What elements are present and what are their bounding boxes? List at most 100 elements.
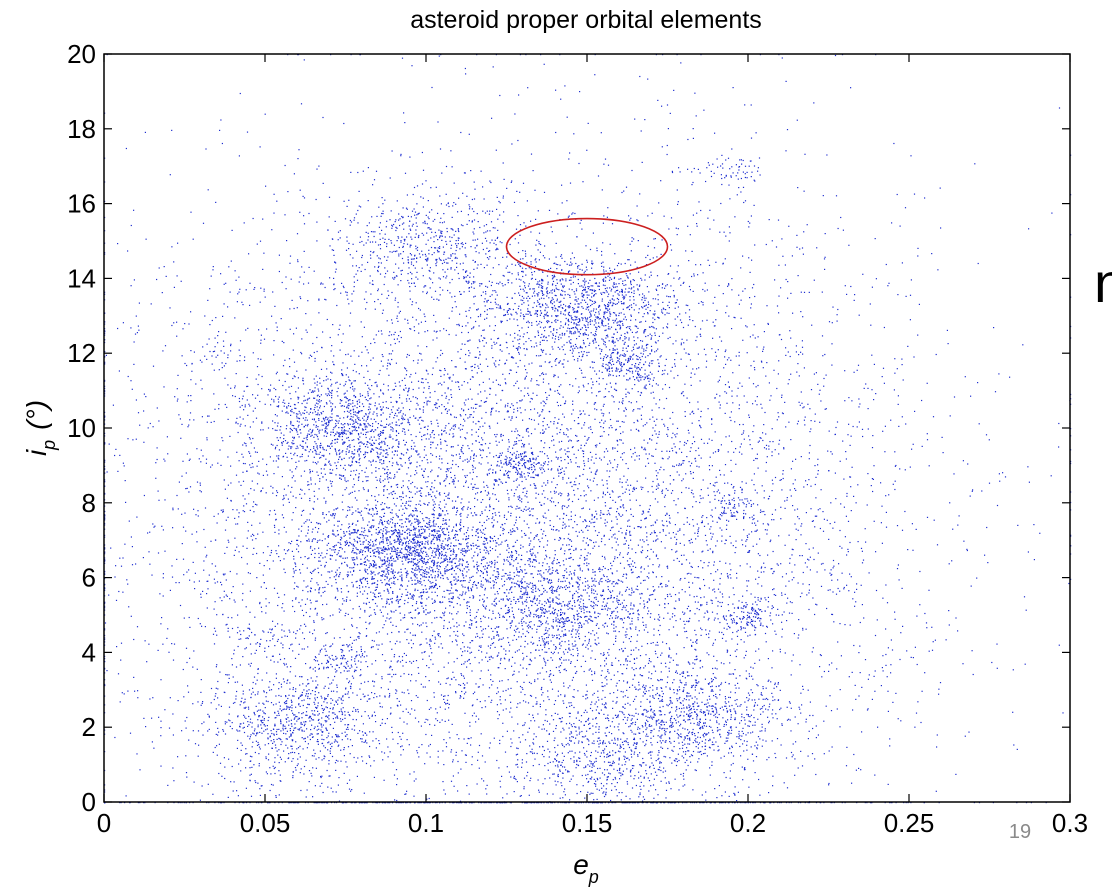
scatter-point [251,539,254,541]
scatter-point [590,378,592,380]
scatter-point [418,553,420,555]
scatter-point [485,788,487,790]
scatter-point [351,656,353,658]
scatter-point [356,536,358,538]
scatter-point [243,511,246,513]
scatter-point [464,754,467,756]
scatter-point [581,347,583,349]
scatter-point [510,489,513,491]
scatter-point [464,712,466,714]
scatter-point [514,777,516,780]
scatter-point [858,695,860,697]
scatter-point [669,731,671,734]
scatter-point [523,459,525,461]
scatter-point [423,313,425,315]
scatter-point [407,689,409,691]
scatter-point [471,478,474,480]
scatter-point [224,777,226,780]
scatter-point [447,677,449,679]
scatter-point [227,539,229,541]
scatter-point [676,693,678,695]
scatter-point [434,584,436,587]
scatter-point [543,373,545,375]
scatter-point [475,721,477,723]
scatter-point [658,604,661,606]
scatter-point [658,202,660,204]
scatter-point [272,784,274,786]
scatter-point [430,444,432,446]
scatter-point [700,497,702,500]
scatter-point [439,494,441,496]
scatter-point [795,345,797,347]
scatter-point [435,259,437,261]
scatter-point [568,659,570,661]
scatter-point [244,648,246,650]
scatter-point [242,583,244,585]
scatter-point [695,634,697,636]
scatter-point [276,490,278,492]
scatter-point [544,463,546,465]
scatter-point [891,222,893,224]
scatter-point [390,344,392,346]
scatter-point [652,427,654,429]
scatter-point [616,570,618,572]
scatter-point [411,301,414,303]
scatter-point [559,619,561,621]
scatter-point [333,659,335,661]
scatter-point [580,369,582,371]
scatter-point [791,660,793,662]
scatter-point [631,667,633,669]
scatter-point [632,565,634,567]
scatter-point [455,334,457,336]
scatter-point [984,554,986,556]
scatter-point [252,553,254,555]
scatter-point [270,485,272,487]
scatter-point [524,487,526,489]
scatter-point [171,324,173,327]
scatter-point [632,515,634,517]
scatter-point [732,587,734,589]
scatter-point [553,289,556,291]
scatter-point [533,408,536,410]
scatter-point [277,439,279,441]
scatter-point [787,383,789,385]
scatter-point [533,613,535,615]
scatter-point [779,689,781,691]
scatter-point [302,632,304,634]
scatter-point [444,409,446,411]
scatter-point [708,587,710,589]
scatter-point [926,516,929,518]
scatter-point [350,221,353,223]
scatter-point [644,119,646,121]
scatter-point [718,631,720,633]
scatter-point [586,711,588,713]
scatter-point [465,481,467,484]
scatter-point [580,616,582,618]
scatter-point [829,589,831,591]
scatter-point [719,601,721,604]
scatter-point [379,609,381,611]
scatter-point [672,626,675,628]
scatter-point [390,621,392,623]
scatter-point [605,703,607,705]
scatter-point [678,560,680,562]
scatter-point [661,373,663,376]
scatter-point [406,628,408,631]
scatter-point [658,619,660,621]
scatter-point [169,174,171,176]
scatter-point [609,580,611,582]
scatter-point [372,526,374,528]
scatter-point [819,527,821,530]
scatter-point [611,565,613,567]
scatter-point [673,500,675,502]
scatter-point [344,477,346,479]
scatter-point [104,622,107,624]
scatter-point [568,440,570,442]
scatter-point [757,599,759,601]
scatter-point [422,206,424,208]
scatter-point [731,440,733,443]
scatter-point [223,283,225,285]
scatter-point [281,607,283,609]
scatter-point [483,432,485,434]
scatter-point [849,444,851,446]
